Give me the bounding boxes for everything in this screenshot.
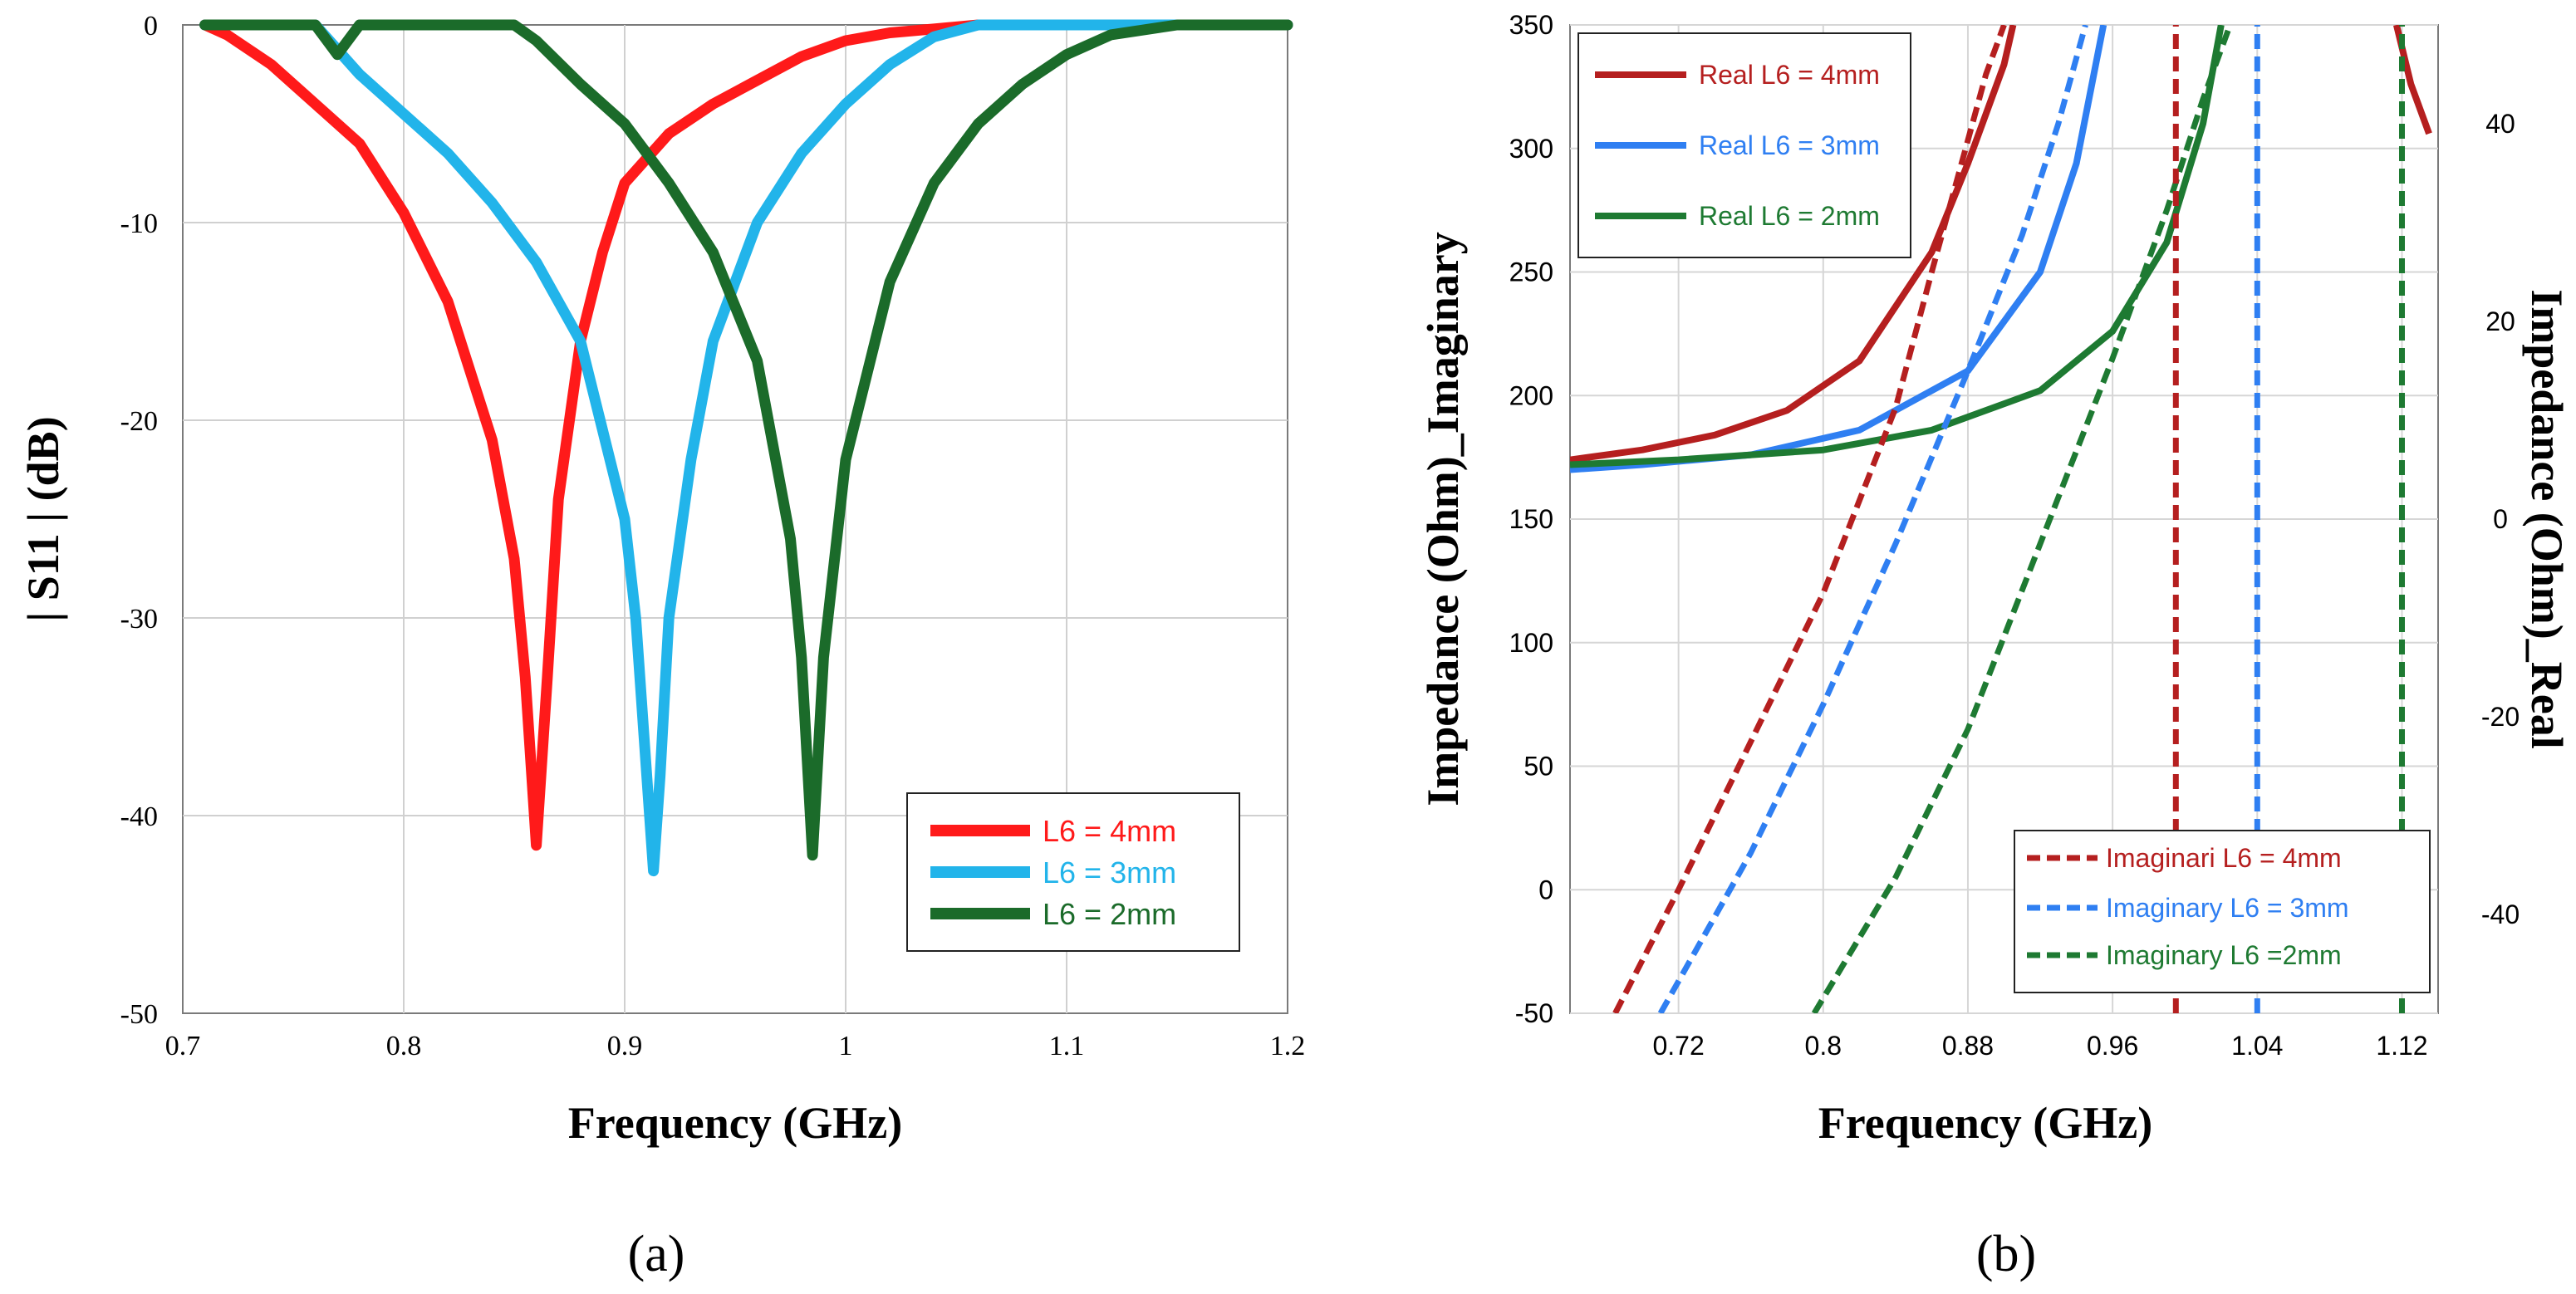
- series-line-b-imaginary-l6-2mm: [1811, 25, 2233, 1013]
- chart-a: 0.7 0.8 0.9 1 1.1 1.2 0 -10 -20 -30 -40 -50 Freque…: [18, 11, 1305, 1282]
- x-axis-title-a: Frequency (GHz): [568, 1098, 902, 1148]
- y-tick-label-b: 300: [1509, 134, 1553, 164]
- y2-ticks-b: 40 20 0 -20 -40: [2481, 109, 2520, 929]
- y2-tick-label-b: -20: [2481, 702, 2520, 732]
- legend-real-b: Real L6 = 4mm Real L6 = 3mm Real L6 = 2m…: [1577, 32, 1911, 258]
- legend-imag-b: Imaginari L6 = 4mm Imaginary L6 = 3mm Im…: [2014, 830, 2431, 993]
- x-tick-label-b: 0.96: [2087, 1031, 2138, 1061]
- y-tick-label-b: 250: [1509, 257, 1553, 287]
- x-tick-label-a: 1.2: [1270, 1031, 1306, 1061]
- chart-b: 0.72 0.8 0.88 0.96 1.04 1.12 3503002502001501…: [1418, 10, 2572, 1282]
- y2-tick-label-b: 20: [2485, 306, 2515, 336]
- panel-label-b: (b): [1976, 1226, 2036, 1282]
- panel-label-a: (a): [628, 1226, 685, 1282]
- series-line-a-l6-4mm: [199, 19, 1293, 851]
- y-tick-label-b: 50: [1524, 752, 1553, 782]
- legend-box-imag-b: [2014, 830, 2431, 993]
- series-line-a-l6-2mm: [199, 19, 1293, 861]
- legend-label-imag-4mm: Imaginari L6 = 4mm: [2106, 843, 2342, 873]
- series-a: [199, 19, 1293, 877]
- y-tick-label-b: 0: [1538, 875, 1553, 904]
- x-ticks-a: 0.7 0.8 0.9 1 1.1 1.2: [165, 1031, 1306, 1061]
- y-tick-label-a: 0: [144, 11, 158, 42]
- x-tick-label-b: 0.8: [1805, 1031, 1842, 1061]
- x-tick-label-b: 0.72: [1652, 1031, 1704, 1061]
- y2-axis-title-b: Impedance (Ohm)_Real: [2522, 289, 2572, 748]
- y-tick-label-b: 200: [1509, 380, 1553, 410]
- y-tick-label-b: -50: [1515, 998, 1553, 1028]
- series-line-b-imaginari-l6-4mm: [1612, 25, 2007, 1013]
- series-line-b-real-l6-2mm: [1570, 25, 2225, 468]
- series-line-b-imaginary-l6-3mm: [1657, 25, 2088, 1013]
- y-ticks-a: 0 -10 -20 -30 -40 -50: [120, 11, 158, 1030]
- x-tick-label-b: 1.12: [2376, 1031, 2427, 1061]
- y-tick-label-a: -10: [120, 208, 158, 239]
- x-tick-label-a: 0.9: [607, 1031, 643, 1061]
- y-tick-label-b: 150: [1509, 504, 1553, 534]
- y2-tick-label-b: 0: [2493, 504, 2508, 534]
- x-tick-label-a: 1.1: [1049, 1031, 1085, 1061]
- y-axis-title-b: Impedance (Ohm)_Imaginary: [1418, 232, 1468, 806]
- x-tick-label-b: 1.04: [2231, 1031, 2283, 1061]
- legend-label-a-4mm: L6 = 4mm: [1043, 814, 1176, 848]
- legend-label-a-2mm: L6 = 2mm: [1043, 897, 1176, 931]
- legend-label-real-2mm: Real L6 = 2mm: [1699, 201, 1880, 231]
- y-tick-label-a: -40: [120, 801, 158, 832]
- y-tick-label-b: 350: [1509, 10, 1553, 40]
- x-tick-label-a: 0.8: [386, 1031, 422, 1061]
- y-tick-label-b: 100: [1509, 628, 1553, 658]
- x-axis-title-b: Frequency (GHz): [1818, 1098, 2152, 1148]
- legend-a: L6 = 4mm L6 = 3mm L6 = 2mm: [906, 792, 1240, 952]
- y2-tick-label-b: 40: [2485, 109, 2515, 139]
- legend-label-imag-2mm: Imaginary L6 =2mm: [2106, 940, 2342, 970]
- y-tick-label-a: -20: [120, 406, 158, 437]
- series-line-a-l6-3mm: [199, 19, 1293, 877]
- legend-label-real-4mm: Real L6 = 4mm: [1699, 60, 1880, 90]
- x-tick-label-a: 0.7: [165, 1031, 201, 1061]
- y-tick-label-a: -30: [120, 604, 158, 635]
- y-axis-title-a: | S11 | (dB): [18, 416, 68, 621]
- series-line-b-real-l6-4mm: [1570, 25, 2017, 463]
- legend-label-imag-3mm: Imaginary L6 = 3mm: [2106, 893, 2349, 923]
- x-tick-label-b: 0.88: [1942, 1031, 1994, 1061]
- x-ticks-b: 0.72 0.8 0.88 0.96 1.04 1.12: [1652, 1031, 2427, 1061]
- y2-tick-label-b: -40: [2481, 899, 2520, 929]
- legend-label-real-3mm: Real L6 = 3mm: [1699, 130, 1880, 160]
- x-tick-label-a: 1: [839, 1031, 853, 1061]
- legend-label-a-3mm: L6 = 3mm: [1043, 855, 1176, 890]
- y-ticks-b: 350 300 250 200 150 100 50 0 -50: [1509, 10, 1553, 1028]
- y-tick-label-a: -50: [120, 999, 158, 1030]
